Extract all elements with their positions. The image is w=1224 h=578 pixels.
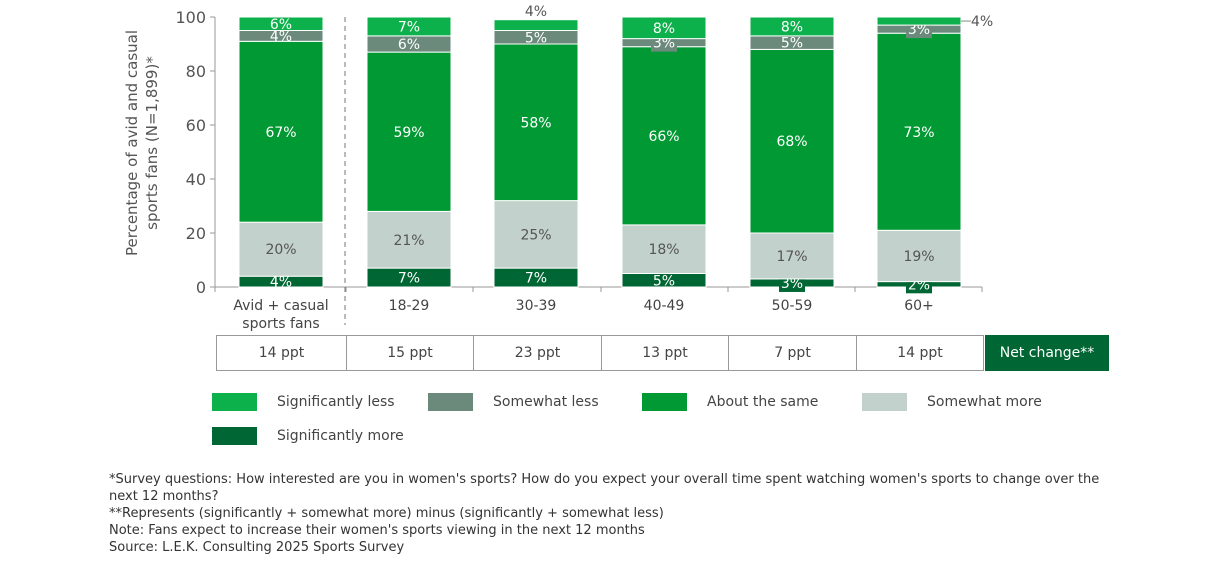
legend-item: About the same <box>642 393 818 411</box>
data-label: 18% <box>648 242 679 258</box>
bar-segment <box>749 16 835 37</box>
data-label: 19% <box>903 249 934 265</box>
data-label: 17% <box>776 249 807 265</box>
bar-segment <box>366 16 452 37</box>
legend-swatch <box>212 427 257 445</box>
data-label: 59% <box>393 125 424 141</box>
data-label: 7% <box>398 271 420 287</box>
x-tick-label: 30-39 <box>516 298 557 314</box>
data-label: 7% <box>525 271 547 287</box>
data-label: 5% <box>781 36 803 52</box>
data-label: 58% <box>520 115 551 131</box>
x-tick-label: 40-49 <box>644 298 685 314</box>
x-tick-label: Avid + casual <box>233 298 328 314</box>
bar-segment <box>621 46 707 226</box>
bar-segment <box>749 232 835 280</box>
data-label: 66% <box>648 129 679 145</box>
data-label: 5% <box>525 30 547 46</box>
stacked-bar-chart: 0 20 40 60 80 100 Percentage of avid and casua… <box>123 4 993 332</box>
data-label: 8% <box>653 21 675 37</box>
data-label: 4% <box>270 275 292 291</box>
y-tick-label: 0 <box>196 278 206 297</box>
bar-segment <box>876 229 962 283</box>
legend-swatch <box>212 393 257 411</box>
net-change-cell: 23 ppt <box>473 335 602 371</box>
data-label: 25% <box>520 227 551 243</box>
bar-segment <box>876 32 962 231</box>
bar-segment <box>238 16 324 31</box>
net-change-label: Net change** <box>985 335 1109 371</box>
bar-segment <box>493 19 579 32</box>
data-label: 4% <box>270 29 292 45</box>
bar-segment <box>621 16 707 40</box>
y-tick-label: 100 <box>175 8 206 27</box>
legend-label: Significantly less <box>277 394 395 410</box>
bar-segment <box>238 221 324 277</box>
net-change-cell: 14 ppt <box>216 335 347 371</box>
footnote: **Represents (significantly + somewhat m… <box>109 506 664 521</box>
legend-swatch <box>862 393 907 411</box>
data-label: 4% <box>525 4 547 20</box>
footnote: *Survey questions: How interested are yo… <box>109 472 1100 504</box>
data-label: 4% <box>971 14 993 30</box>
bar-segment <box>366 210 452 269</box>
net-change-cell: 7 ppt <box>728 335 857 371</box>
footnotes: *Survey questions: How interested are yo… <box>109 471 1109 556</box>
data-label: 6% <box>270 17 292 33</box>
data-label: 8% <box>781 19 803 35</box>
bar-segment <box>493 43 579 202</box>
legend-item: Somewhat more <box>862 393 1042 411</box>
x-tick-label: sports fans <box>242 316 319 332</box>
x-tick-label: 60+ <box>904 298 934 314</box>
legend-swatch <box>428 393 473 411</box>
legend-item: Significantly less <box>212 393 395 411</box>
legend-label: Somewhat less <box>493 394 599 410</box>
bar-segment <box>749 48 835 234</box>
bar-segment <box>493 200 579 269</box>
data-label: 3% <box>653 36 675 52</box>
data-label: 5% <box>653 273 675 289</box>
bar-segment <box>238 40 324 223</box>
x-tick-label: 18-29 <box>389 298 430 314</box>
net-change-cell: 15 ppt <box>346 335 474 371</box>
legend-label: Significantly more <box>277 428 404 444</box>
legend-item: Somewhat less <box>428 393 599 411</box>
legend-swatch <box>642 393 687 411</box>
footnote: Note: Fans expect to increase their wome… <box>109 523 645 538</box>
x-tick-label: 50-59 <box>772 298 813 314</box>
legend-item: Significantly more <box>212 427 404 445</box>
data-label: 68% <box>776 134 807 150</box>
bar-segment <box>366 51 452 212</box>
bar-segment <box>621 224 707 274</box>
data-label: 3% <box>908 22 930 38</box>
bar-segment <box>876 16 962 26</box>
data-label: 7% <box>398 19 420 35</box>
data-label: 20% <box>265 242 296 258</box>
net-change-cell: 14 ppt <box>856 335 984 371</box>
y-axis-label-line1: Percentage of avid and casual <box>123 30 141 256</box>
data-label: 3% <box>781 276 803 292</box>
data-label: 6% <box>398 37 420 53</box>
legend-label: About the same <box>707 394 819 410</box>
footnote: Source: L.E.K. Consulting 2025 Sports Su… <box>109 540 405 555</box>
data-label: 21% <box>393 233 424 249</box>
y-tick-label: 20 <box>186 224 206 243</box>
data-label: 67% <box>265 125 296 141</box>
y-tick-label: 80 <box>186 62 206 81</box>
net-change-cell: 13 ppt <box>601 335 729 371</box>
data-label: 73% <box>903 125 934 141</box>
y-tick-label: 60 <box>186 116 206 135</box>
legend-label: Somewhat more <box>927 394 1042 410</box>
y-axis-label-line2: sports fans (N=1,899)* <box>143 56 161 230</box>
y-tick-label: 40 <box>186 170 206 189</box>
